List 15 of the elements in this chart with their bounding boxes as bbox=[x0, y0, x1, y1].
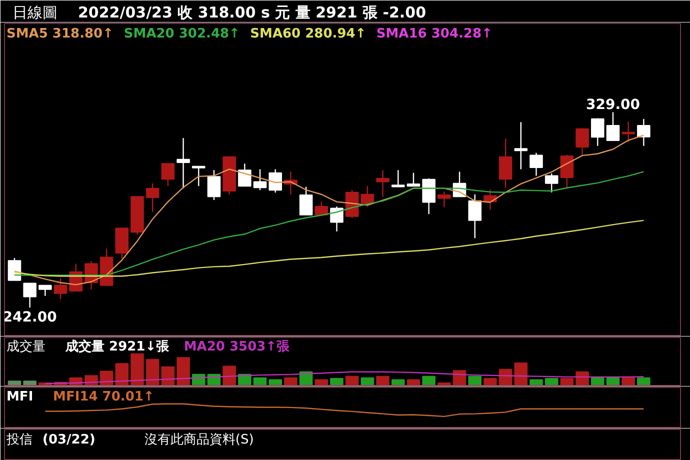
chart-title: 成交量 bbox=[6, 338, 46, 354]
series-label: MA20 3503↑張 bbox=[184, 340, 291, 354]
text: (03/22) bbox=[42, 432, 96, 448]
text: SMA5 318.80↑ bbox=[6, 26, 114, 42]
series-label: MFI14 70.01↑ bbox=[53, 390, 154, 404]
annotation: 成交量 2921↓張 bbox=[64, 338, 170, 354]
text: 投信 bbox=[6, 432, 32, 448]
annotation: 329.00 bbox=[586, 97, 640, 114]
text: SMA60 280.94↑ bbox=[250, 26, 366, 42]
chart-subtitle: 2022/03/23 收 318.00 s 元 量 2921 張 -2.00 bbox=[78, 4, 426, 22]
chart-title: 日線圖 bbox=[12, 4, 58, 22]
chart-title: MFI bbox=[6, 390, 34, 404]
text: 沒有此商品資料(S) bbox=[144, 432, 254, 448]
text: SMA20 302.48↑ bbox=[124, 26, 240, 42]
legend-label: SMA16 304.28↑ bbox=[376, 26, 492, 42]
